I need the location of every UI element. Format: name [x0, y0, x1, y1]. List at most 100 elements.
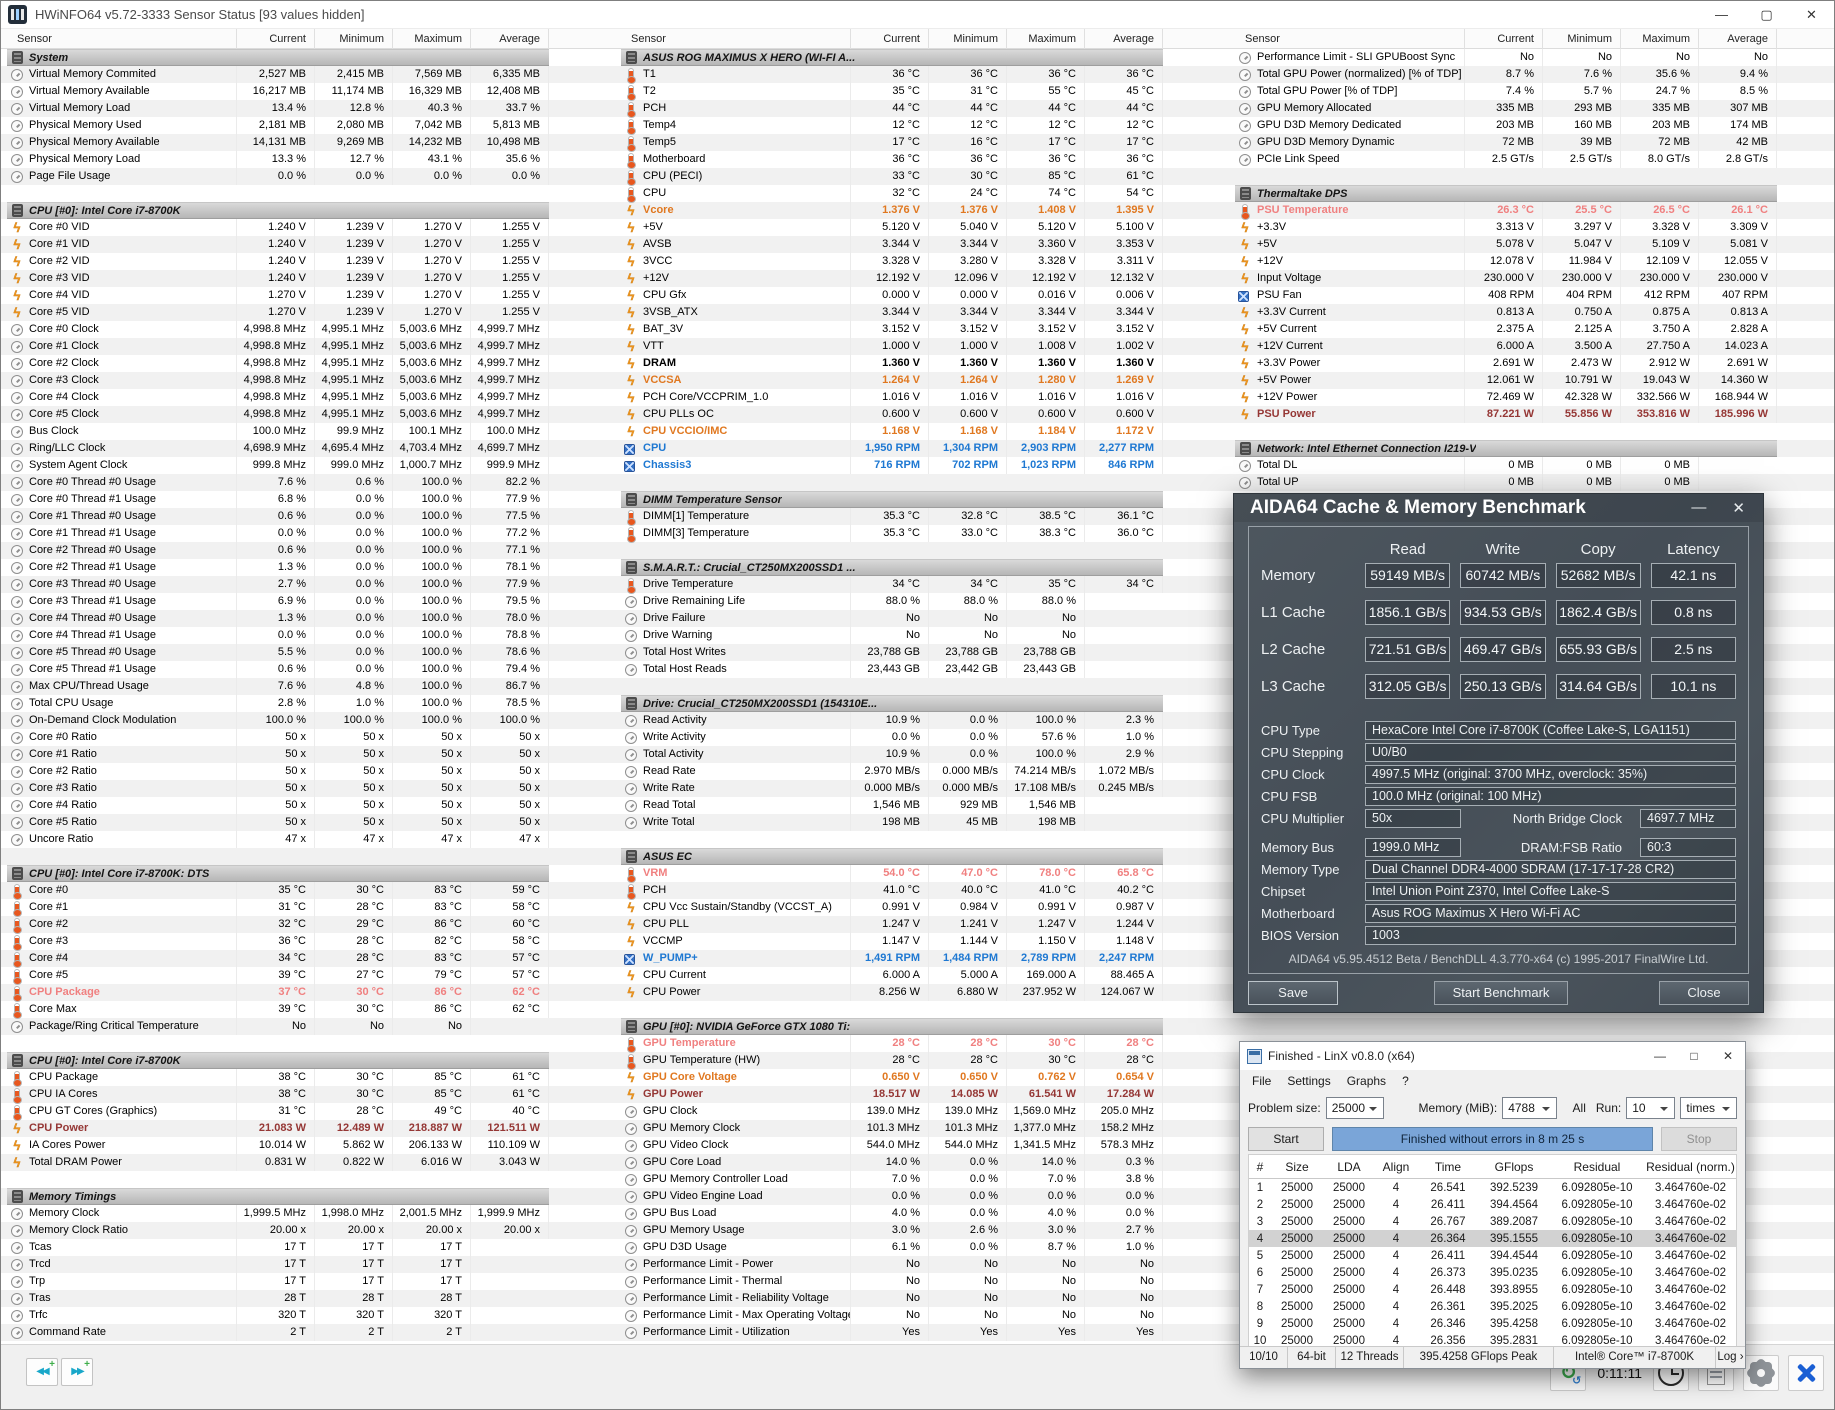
- sensor-row[interactable]: Core #0 Thread #0 Usage 7.6 % 0.6 % 100.0 %…: [7, 474, 549, 491]
- sensor-row[interactable]: ϟ AVSB 3.344 V 3.344 V 3.360 V 3.353 V: [621, 236, 1163, 253]
- sensor-row[interactable]: PCH 41.0 °C 40.0 °C 41.0 °C 40.2 °C: [621, 882, 1163, 900]
- sensor-row[interactable]: Performance Limit - Utilization Yes Yes Yes…: [621, 1324, 1163, 1341]
- sensor-row[interactable]: Total CPU Usage 2.8 % 1.0 % 100.0 % 78.5 %: [7, 695, 549, 712]
- sensor-row[interactable]: T2 35 °C 31 °C 55 °C 45 °C: [621, 83, 1163, 101]
- sensor-row[interactable]: Core #5 Clock 4,998.8 MHz 4,995.1 MHz 5,003…: [7, 406, 549, 423]
- close-benchmark-button[interactable]: Close: [1659, 980, 1749, 1005]
- sensor-row[interactable]: Core Max 39 °C 30 °C 86 °C 62 °C: [7, 1001, 549, 1019]
- sensor-row[interactable]: Ring/LLC Clock 4,698.9 MHz 4,695.4 MHz 4,70…: [7, 440, 549, 457]
- section-header[interactable]: CPU [#0]: Intel Core i7-8700K: DTS: [7, 865, 549, 882]
- sensor-row[interactable]: PSU Fan 408 RPM 404 RPM 412 RPM 407 RPM: [1235, 287, 1777, 304]
- sensor-row[interactable]: ϟ CPU Power 8.256 W 6.880 W 237.952 W 124.067…: [621, 984, 1163, 1001]
- menu-item[interactable]: Settings: [1287, 1074, 1331, 1088]
- sensor-row[interactable]: ϟ Core #2 VID 1.240 V 1.239 V 1.270 V 1.255 V: [7, 253, 549, 270]
- sensor-row[interactable]: Virtual Memory Available 16,217 MB 11,174 …: [7, 83, 549, 100]
- linx-result-row[interactable]: 10 25000 25000 4 26.356 395.2831 6.092805e-10 3…: [1249, 1332, 1736, 1347]
- sensor-row[interactable]: Core #4 Ratio 50 x 50 x 50 x 50 x: [7, 797, 549, 814]
- sensor-row[interactable]: PCIe Link Speed 2.5 GT/s 2.5 GT/s 8.0 GT/s 2…: [1235, 151, 1777, 168]
- sensor-row[interactable]: Core #2 Thread #0 Usage 0.6 % 0.0 % 100.0 %…: [7, 542, 549, 559]
- sensor-row[interactable]: Bus Clock 100.0 MHz 99.9 MHz 100.1 MHz 100.0…: [7, 423, 549, 440]
- sensor-row[interactable]: Core #5 Thread #0 Usage 5.5 % 0.0 % 100.0 %…: [7, 644, 549, 661]
- linx-result-row[interactable]: 5 25000 25000 4 26.411 394.4544 6.092805e-10 3.…: [1249, 1247, 1736, 1264]
- sensor-row[interactable]: GPU D3D Memory Dynamic 72 MB 39 MB 72 MB 42 …: [1235, 134, 1777, 151]
- sensor-row[interactable]: ϟ CPU PLL 1.247 V 1.241 V 1.247 V 1.244 V: [621, 916, 1163, 933]
- sensor-row[interactable]: CPU Package 38 °C 30 °C 85 °C 61 °C: [7, 1069, 549, 1087]
- sensor-row[interactable]: GPU D3D Usage 6.1 % 0.0 % 8.7 % 1.0 %: [621, 1239, 1163, 1256]
- sensor-row[interactable]: Trp 17 T 17 T 17 T: [7, 1273, 549, 1290]
- sensor-row[interactable]: Core #3 Thread #1 Usage 6.9 % 0.0 % 100.0 %…: [7, 593, 549, 610]
- linx-col-header[interactable]: Align: [1382, 1159, 1410, 1174]
- sensor-row[interactable]: ϟ Vcore 1.376 V 1.376 V 1.408 V 1.395 V: [621, 202, 1163, 219]
- sensor-row[interactable]: Memory Clock 1,999.5 MHz 1,998.0 MHz 2,001.…: [7, 1205, 549, 1222]
- column-headers-panel2[interactable]: Sensor Current Minimum Maximum Average: [621, 29, 1163, 49]
- col-header[interactable]: Maximum: [1621, 29, 1699, 49]
- section-header[interactable]: DIMM Temperature Sensor: [621, 491, 1163, 508]
- linx-result-row[interactable]: 8 25000 25000 4 26.361 395.2025 6.092805e-10 3.…: [1249, 1298, 1736, 1315]
- sensor-row[interactable]: DIMM[3] Temperature 35.3 °C 33.0 °C 38.3 °C…: [621, 525, 1163, 543]
- sensor-row[interactable]: ϟ +5V Power 12.061 W 10.791 W 19.043 W 14.360…: [1235, 372, 1777, 389]
- sensor-row[interactable]: ϟ Total DRAM Power 0.831 W 0.822 W 6.016 W 3.…: [7, 1154, 549, 1171]
- sensor-row[interactable]: ϟ +3.3V 3.313 V 3.297 V 3.328 V 3.309 V: [1235, 219, 1777, 236]
- sensor-row[interactable]: T1 36 °C 36 °C 36 °C 36 °C: [621, 66, 1163, 84]
- sensor-row[interactable]: GPU Video Clock 544.0 MHz 544.0 MHz 1,341.5…: [621, 1137, 1163, 1154]
- section-header[interactable]: Memory Timings: [7, 1188, 549, 1205]
- sensor-row[interactable]: Core #2 Clock 4,998.8 MHz 4,995.1 MHz 5,003…: [7, 355, 549, 372]
- all-label[interactable]: All: [1572, 1101, 1586, 1115]
- sensor-row[interactable]: W_PUMP+ 1,491 RPM 1,484 RPM 2,789 RPM 2,247 …: [621, 950, 1163, 967]
- maximize-button[interactable]: ▢: [1760, 7, 1773, 22]
- memory-select[interactable]: 4788: [1502, 1097, 1557, 1119]
- col-header[interactable]: Average: [1085, 29, 1163, 49]
- sensor-row[interactable]: Core #2 Ratio 50 x 50 x 50 x 50 x: [7, 763, 549, 780]
- aida64-title-bar[interactable]: AIDA64 Cache & Memory Benchmark — ✕: [1234, 494, 1763, 522]
- nav-forward-button[interactable]: ▶▶ +: [61, 1358, 93, 1386]
- section-header[interactable]: CPU [#0]: Intel Core i7-8700K: [7, 202, 549, 219]
- sensor-row[interactable]: Performance Limit - SLI GPUBoost Sync No N…: [1235, 49, 1777, 66]
- sensor-row[interactable]: Total DL 0 MB 0 MB 0 MB: [1235, 457, 1777, 474]
- sensor-row[interactable]: Trcd 17 T 17 T 17 T: [7, 1256, 549, 1273]
- sensor-row[interactable]: ϟ Core #3 VID 1.240 V 1.239 V 1.270 V 1.255 V: [7, 270, 549, 287]
- sensor-row[interactable]: System Agent Clock 999.8 MHz 999.0 MHz 1,00…: [7, 457, 549, 474]
- linx-result-row[interactable]: 3 25000 25000 4 26.767 389.2087 6.092805e-10 3.…: [1249, 1213, 1736, 1230]
- sensor-row[interactable]: ϟ VCCSA 1.264 V 1.264 V 1.280 V 1.269 V: [621, 372, 1163, 389]
- sensor-row[interactable]: Max CPU/Thread Usage 7.6 % 4.8 % 100.0 % 86.…: [7, 678, 549, 695]
- col-header[interactable]: Current: [1465, 29, 1543, 49]
- sensor-row[interactable]: ϟ +12V Power 72.469 W 42.328 W 332.566 W 168.…: [1235, 389, 1777, 406]
- menu-item[interactable]: Graphs: [1346, 1074, 1387, 1088]
- sensor-row[interactable]: GPU Video Engine Load 0.0 % 0.0 % 0.0 % 0.0 …: [621, 1188, 1163, 1205]
- sensor-row[interactable]: GPU Memory Allocated 335 MB 293 MB 335 MB 30…: [1235, 100, 1777, 117]
- sensor-row[interactable]: CPU GT Cores (Graphics) 31 °C 28 °C 49 °C 40…: [7, 1103, 549, 1121]
- sensor-row[interactable]: ϟ Core #1 VID 1.240 V 1.239 V 1.270 V 1.255 V: [7, 236, 549, 253]
- sensor-row[interactable]: ϟ +5V 5.120 V 5.040 V 5.120 V 5.100 V: [621, 219, 1163, 236]
- sensor-row[interactable]: Chassis3 716 RPM 702 RPM 1,023 RPM 846 RPM: [621, 457, 1163, 474]
- column-headers-panel3[interactable]: Sensor Current Minimum Maximum Average: [1235, 29, 1777, 49]
- sensor-row[interactable]: ϟ PSU Power 87.221 W 55.856 W 353.816 W 185.9…: [1235, 406, 1777, 423]
- stop-button[interactable]: Stop: [1661, 1127, 1737, 1151]
- linx-col-header[interactable]: Time: [1434, 1159, 1462, 1174]
- sensor-row[interactable]: Core #4 Thread #0 Usage 1.3 % 0.0 % 100.0 %…: [7, 610, 549, 627]
- sensor-row[interactable]: Core #3 Thread #0 Usage 2.7 % 0.0 % 100.0 %…: [7, 576, 549, 593]
- exit-button[interactable]: [1788, 1355, 1824, 1391]
- linx-col-header[interactable]: LDA: [1337, 1159, 1361, 1174]
- sensor-row[interactable]: ϟ CPU Power 21.083 W 12.489 W 218.887 W 121.5…: [7, 1120, 549, 1137]
- sensor-row[interactable]: Temp5 17 °C 16 °C 17 °C 17 °C: [621, 134, 1163, 152]
- sensor-row[interactable]: Core #3 36 °C 28 °C 82 °C 58 °C: [7, 933, 549, 951]
- sensor-row[interactable]: Write Total 198 MB 45 MB 198 MB: [621, 814, 1163, 831]
- section-header[interactable]: System: [7, 49, 549, 66]
- linx-result-row[interactable]: 7 25000 25000 4 26.448 393.8955 6.092805e-10 3.…: [1249, 1281, 1736, 1298]
- aida64-minimize-button[interactable]: —: [1691, 498, 1707, 516]
- sensor-row[interactable]: Write Activity 0.0 % 0.0 % 57.6 % 1.0 %: [621, 729, 1163, 746]
- sensor-row[interactable]: Total GPU Power (normalized) [% of TDP] 8…: [1235, 66, 1777, 83]
- sensor-row[interactable]: Core #2 32 °C 29 °C 86 °C 60 °C: [7, 916, 549, 934]
- run-count-select[interactable]: 10: [1626, 1097, 1676, 1119]
- linx-col-header[interactable]: Residual: [1573, 1159, 1621, 1174]
- sensor-row[interactable]: Total Host Reads 23,443 GB 23,442 GB 23,443…: [621, 661, 1163, 678]
- sensor-row[interactable]: ϟ +5V Current 2.375 A 2.125 A 3.750 A 2.828 A: [1235, 321, 1777, 338]
- start-benchmark-button[interactable]: Start Benchmark: [1434, 980, 1568, 1005]
- sensor-row[interactable]: Core #1 Ratio 50 x 50 x 50 x 50 x: [7, 746, 549, 763]
- sensor-row[interactable]: Total Host Writes 23,788 GB 23,788 GB 23,78…: [621, 644, 1163, 661]
- sensor-row[interactable]: GPU Memory Controller Load 7.0 % 0.0 % 7.0 …: [621, 1171, 1163, 1188]
- sensor-row[interactable]: Performance Limit - Max Operating Voltag…: [621, 1307, 1163, 1324]
- section-header[interactable]: Network: Intel Ethernet Connection I219-…: [1235, 440, 1777, 457]
